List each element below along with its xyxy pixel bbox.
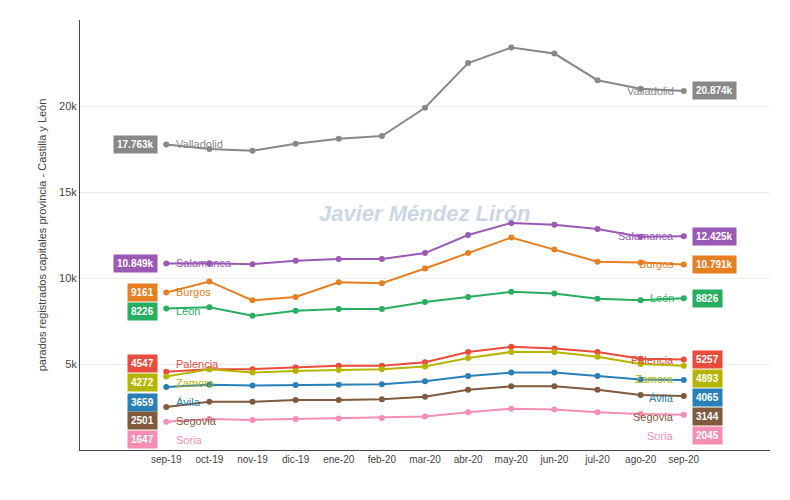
svg-text:Javier Méndez Lirón: Javier Méndez Lirón (319, 201, 531, 226)
svg-text:8826: 8826 (696, 293, 719, 304)
svg-text:León: León (176, 305, 200, 317)
svg-text:mar-20: mar-20 (409, 454, 441, 465)
svg-text:jul-20: jul-20 (584, 454, 610, 465)
svg-text:sep-20: sep-20 (668, 454, 699, 465)
svg-text:Palencia: Palencia (176, 358, 219, 370)
svg-text:Burgos: Burgos (176, 286, 211, 298)
svg-text:Soria: Soria (176, 434, 203, 446)
svg-text:sep-19: sep-19 (151, 454, 182, 465)
svg-text:ago-20: ago-20 (625, 454, 657, 465)
svg-text:1647: 1647 (131, 434, 154, 445)
svg-text:parados registrados capitales: parados registrados capitales provincia … (36, 99, 48, 372)
svg-text:Ávila: Ávila (176, 396, 201, 408)
svg-text:jun-20: jun-20 (539, 454, 568, 465)
svg-text:3659: 3659 (131, 397, 154, 408)
svg-text:Burgos: Burgos (639, 258, 674, 270)
svg-text:10.791k: 10.791k (696, 259, 733, 270)
svg-text:nov-19: nov-19 (237, 454, 268, 465)
svg-text:5257: 5257 (696, 354, 719, 365)
svg-text:Salamanca: Salamanca (176, 257, 232, 269)
svg-text:Soria: Soria (647, 430, 674, 442)
svg-text:10.849k: 10.849k (117, 258, 154, 269)
svg-text:León: León (650, 292, 674, 304)
svg-text:Ávila: Ávila (649, 392, 674, 404)
svg-text:4547: 4547 (131, 358, 154, 369)
svg-text:5k: 5k (65, 358, 77, 370)
svg-text:4893: 4893 (696, 373, 719, 384)
svg-text:20.874k: 20.874k (696, 85, 733, 96)
svg-text:abr-20: abr-20 (454, 454, 483, 465)
svg-text:Palencia: Palencia (631, 354, 674, 366)
svg-text:Zamora: Zamora (635, 373, 674, 385)
svg-text:oct-19: oct-19 (195, 454, 223, 465)
svg-text:17.763k: 17.763k (117, 139, 154, 150)
svg-text:8226: 8226 (131, 306, 154, 317)
svg-text:Valladolid: Valladolid (176, 138, 223, 150)
svg-text:3144: 3144 (696, 411, 719, 422)
svg-text:Segovia: Segovia (176, 415, 217, 427)
svg-text:10k: 10k (59, 272, 77, 284)
svg-text:feb-20: feb-20 (368, 454, 397, 465)
svg-text:2501: 2501 (131, 415, 154, 426)
svg-text:Valladolid: Valladolid (627, 85, 674, 97)
svg-text:may-20: may-20 (495, 454, 529, 465)
svg-text:9161: 9161 (131, 287, 154, 298)
svg-text:dic-19: dic-19 (282, 454, 310, 465)
svg-text:Zamora: Zamora (176, 377, 215, 389)
svg-text:2045: 2045 (696, 430, 719, 441)
svg-text:Salamanca: Salamanca (618, 230, 674, 242)
svg-text:4065: 4065 (696, 392, 719, 403)
svg-text:4272: 4272 (131, 377, 154, 388)
svg-text:15k: 15k (59, 186, 77, 198)
svg-text:ene-20: ene-20 (323, 454, 355, 465)
svg-text:12.425k: 12.425k (696, 231, 733, 242)
svg-text:Segovia: Segovia (633, 411, 674, 423)
svg-text:20k: 20k (59, 100, 77, 112)
